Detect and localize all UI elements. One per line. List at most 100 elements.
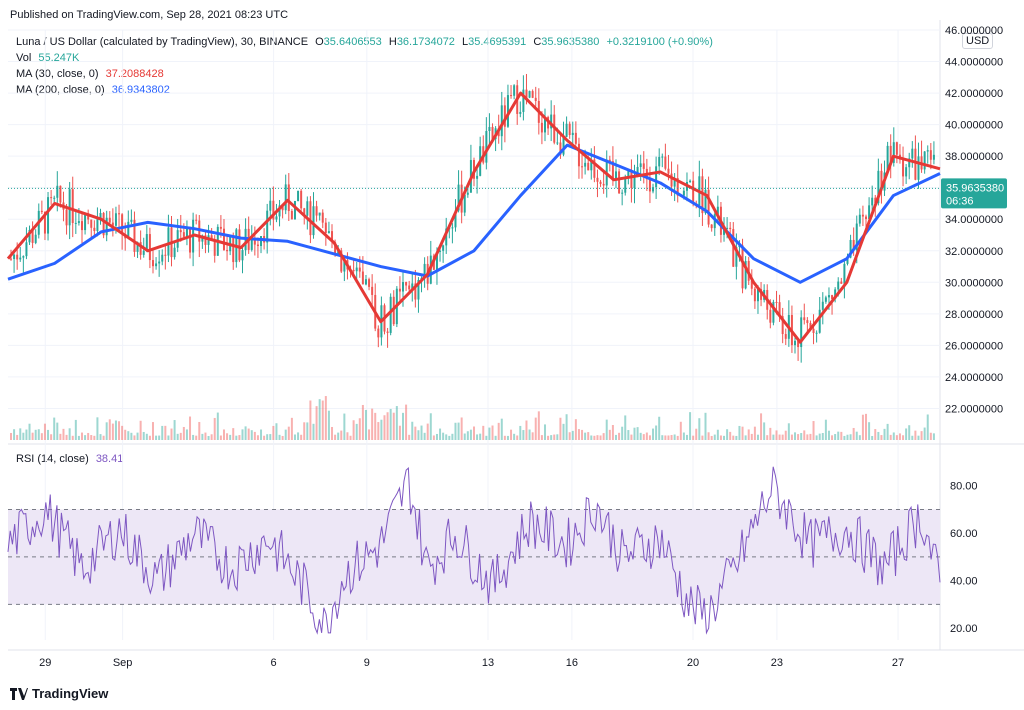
candle-body [136,242,139,252]
candle-body [831,295,834,300]
volume-bar [726,429,729,440]
candle-body [636,166,639,178]
price-tick-label: 22.0000000 [945,403,1003,415]
volume-bar [611,425,614,440]
volume-bar [510,429,513,440]
candle-body [22,256,25,258]
candle-body [386,331,389,333]
volume-bar [618,432,621,440]
candle-body [911,148,914,159]
volume-bar [318,399,321,440]
volume-bar [423,432,426,440]
open-label: O [315,36,324,48]
candle-body [423,263,426,278]
volume-bar [682,432,685,440]
candle-body [861,214,864,217]
currency-badge[interactable]: USD [962,33,994,49]
volume-bar [213,417,216,440]
price-tick-label: 44.0000000 [945,57,1003,69]
volume-bar [707,432,710,440]
candle-body [716,206,719,215]
volume-bar [877,431,880,440]
candle-body [466,192,469,195]
volume-bar [803,430,806,440]
price-tick-label: 26.0000000 [945,340,1003,352]
candle-body [827,295,830,298]
candle-body [639,163,642,167]
volume-bar [432,435,435,440]
ma30-legend: MA (30, close, 0) 37.2088428 [16,68,168,80]
volume-bar [855,431,858,440]
candle-body [753,288,756,302]
volume-bar [500,418,503,440]
candle-body [565,123,568,137]
candle-body [571,132,574,136]
volume-bar [565,414,568,440]
volume-bar [676,435,679,440]
volume-bar [559,417,562,440]
volume-bar [463,433,466,440]
candle-body [852,239,855,251]
volume-bar [133,435,136,440]
candle-body [667,168,670,174]
volume-bar [331,426,334,440]
volume-bar [303,422,306,440]
volume-bar [272,425,275,440]
candle-body [185,228,188,237]
volume-bar [189,416,192,440]
candle-body [929,150,932,160]
volume-bar [488,427,491,440]
volume-bar [469,429,472,440]
candle-body [658,156,661,167]
candle-body [284,184,287,211]
rsi-label: RSI (14, close) [16,453,89,465]
volume-bar [315,406,318,440]
candle-body [318,212,321,216]
volume-bar [719,435,722,440]
price-tick-label: 38.0000000 [945,151,1003,163]
volume-bar [664,435,667,440]
volume-bar [778,434,781,440]
volume-bar [534,417,537,440]
candle-body [108,217,111,223]
candle-body [130,219,133,222]
candle-body [155,263,158,267]
candle-body [889,145,892,163]
volume-bar [293,434,296,440]
volume-bar [195,435,198,440]
volume-bar [241,429,244,440]
volume-bar [794,432,797,440]
candle-body [105,217,108,236]
volume-bar [834,434,837,440]
volume-bar [136,432,139,440]
volume-bar [90,435,93,440]
volume-bar [392,412,395,440]
volume-bar [402,412,405,440]
candle-body [121,214,124,235]
candle-body [510,95,513,97]
candle-body [210,235,213,240]
volume-bar [624,415,627,440]
volume-bar [435,433,438,440]
time-tick-label: 29 [39,657,51,669]
candle-body [741,245,744,289]
volume-bar [590,435,593,440]
candle-body [794,340,797,346]
candle-body [139,242,142,255]
candle-body [417,279,420,300]
volume-bar [361,404,364,440]
volume-bar [250,430,253,440]
candle-body [118,213,121,215]
volume-bar [43,423,46,440]
candle-body [408,285,411,290]
candle-body [334,242,337,255]
candle-body [707,189,710,225]
candle-body [278,205,281,217]
volume-bar [756,434,759,440]
volume-bar [124,429,127,440]
volume-bar [466,431,469,440]
volume-bar [781,434,784,440]
volume-bar [77,435,80,440]
volume-bar [47,429,50,440]
